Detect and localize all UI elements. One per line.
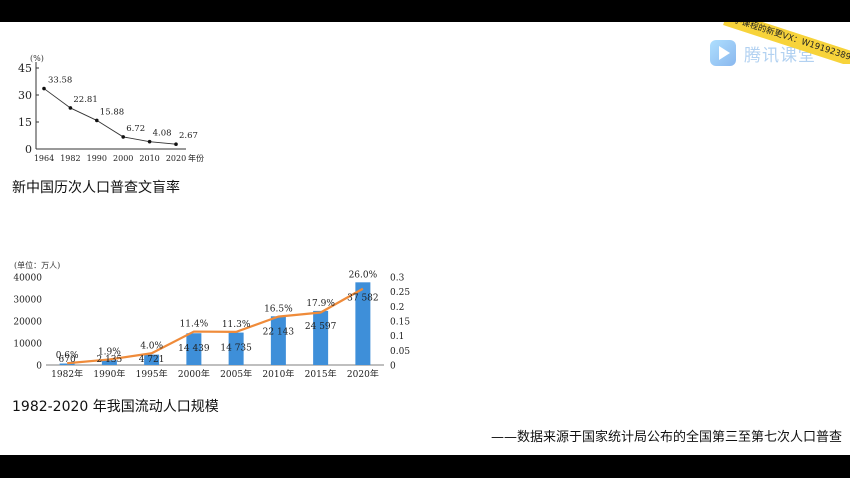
x-tick-label: 2010年 — [262, 368, 294, 377]
bar-value-label: 2 135 — [96, 355, 122, 365]
x-tick-label: 2005年 — [220, 368, 252, 377]
floating-population-chart: (单位：万人) 40000 30000 20000 10000 0 0.3 0.25 0.2 0.… — [13, 260, 410, 377]
share-value-label: 26.0% — [349, 270, 378, 280]
data-point — [121, 135, 125, 139]
population-share-line — [67, 287, 364, 365]
x-tick-label: 2000 — [113, 154, 133, 163]
data-label: 22.81 — [73, 95, 97, 105]
y-right-tick-label: 0.1 — [390, 332, 404, 342]
x-tick-label: 1995年 — [136, 368, 168, 377]
data-point — [68, 106, 73, 110]
play-logo-icon — [710, 40, 736, 66]
share-value-label: 11.3% — [222, 320, 251, 330]
x-tick-label: 1964 — [34, 154, 54, 163]
floating-chart-caption: 1982-2020 年我国流动人口规模 — [12, 399, 219, 415]
share-value-label: 1.9% — [98, 347, 121, 357]
share-value-label: 16.5% — [264, 304, 293, 314]
x-tick-label: 2010 — [139, 154, 159, 163]
x-axis-label: 年份 — [188, 153, 204, 163]
logo-text: 腾讯课堂 — [744, 46, 816, 66]
x-tick-label: 1982 — [60, 154, 80, 163]
y-right-tick-label: 0.3 — [390, 274, 405, 284]
bar-value-label: 4 721 — [139, 355, 165, 365]
y-right-tick-label: 0.25 — [390, 288, 410, 298]
y-tick-label: 15 — [18, 116, 32, 129]
y-right-tick-label: 0.2 — [390, 303, 404, 313]
bar-value-label: 670 — [59, 355, 76, 365]
data-label: 6.72 — [126, 124, 145, 134]
y-tick-label: 45 — [18, 62, 32, 75]
y-unit-label: (单位：万人) — [14, 260, 60, 270]
share-value-label: 0.6% — [56, 351, 79, 361]
illiteracy-rate-line — [43, 88, 177, 145]
x-tick-label: 1990 — [87, 154, 107, 163]
data-point — [147, 139, 152, 144]
watermark-ribbon: 一手课程的新更VX：W1919238999 — [716, 22, 850, 64]
population-bar — [228, 332, 244, 365]
population-bar — [101, 360, 117, 365]
share-value-label: 4.0% — [140, 341, 163, 351]
population-bar — [355, 282, 371, 365]
y-left-tick-label: 20000 — [13, 318, 42, 328]
bar-value-label: 37 582 — [347, 293, 379, 303]
population-bar — [313, 310, 329, 365]
x-tick-label: 2015年 — [305, 368, 337, 377]
bar-value-label: 22 143 — [263, 327, 295, 337]
y-tick-label: 30 — [18, 89, 32, 102]
x-tick-label: 1990年 — [93, 368, 125, 377]
population-bar — [59, 363, 75, 365]
tencent-classroom-logo: 腾讯课堂 — [706, 38, 836, 68]
y-left-tick-label: 10000 — [13, 340, 42, 350]
data-source-note: ——数据来源于国家统计局公布的全国第三至第七次人口普查 — [490, 430, 842, 445]
data-point — [42, 86, 46, 91]
x-tick-label: 2000年 — [178, 368, 210, 377]
y-left-tick-label: 30000 — [13, 296, 42, 306]
y-left-tick-label: 0 — [36, 362, 42, 372]
data-point — [95, 118, 99, 123]
x-tick-label: 1982年 — [51, 368, 83, 377]
bar-value-label: 14 439 — [178, 344, 210, 354]
y-left-tick-label: 40000 — [13, 274, 42, 284]
x-tick-label: 2020年 — [347, 368, 379, 377]
data-label: 33.58 — [48, 76, 72, 86]
data-label: 4.08 — [153, 129, 172, 139]
bar-value-label: 24 597 — [305, 322, 337, 332]
data-point — [174, 142, 178, 146]
slide: (%) 45 30 15 0 1964 1982 1990 2000 2010 2020 年份 33.… — [0, 22, 850, 455]
bar-value-label: 14 735 — [220, 344, 252, 354]
illiteracy-chart-caption: 新中国历次人口普查文盲率 — [12, 180, 180, 196]
y-right-tick-label: 0.05 — [390, 347, 410, 357]
data-label: 15.88 — [100, 107, 124, 117]
share-value-label: 11.4% — [180, 320, 209, 330]
y-tick-label: 0 — [25, 143, 32, 156]
population-bar — [270, 316, 286, 365]
share-value-label: 17.9% — [306, 299, 335, 309]
x-tick-label: 2020 — [166, 154, 186, 163]
data-label: 2.67 — [179, 131, 198, 141]
y-right-tick-label: 0 — [390, 362, 396, 372]
watermark-text: 一手课程的新更VX：W1919238999 — [723, 22, 850, 64]
y-right-tick-label: 0.15 — [390, 318, 410, 328]
population-bar — [186, 333, 202, 365]
population-bar — [144, 354, 160, 365]
y-unit-label: (%) — [30, 54, 44, 63]
